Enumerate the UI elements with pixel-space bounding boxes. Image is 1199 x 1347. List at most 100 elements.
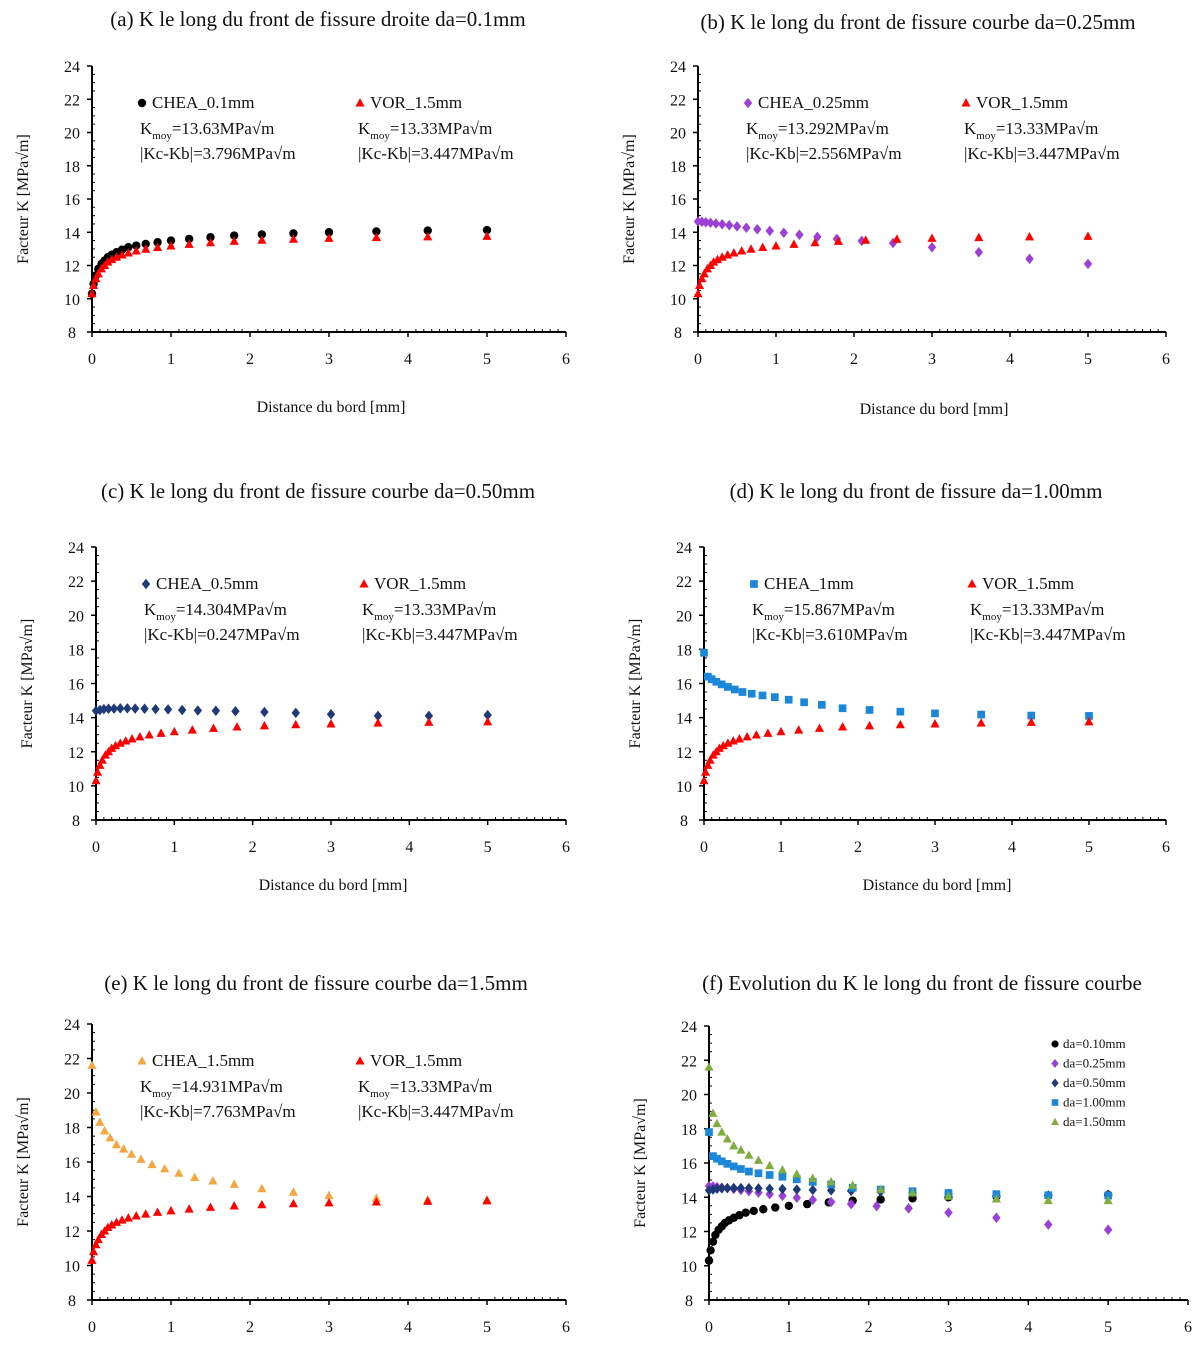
data-point xyxy=(1044,1191,1053,1200)
y-tick-label: 12 xyxy=(681,1225,697,1242)
chart-panel-e: (e) K le long du front de fissure courbe… xyxy=(15,971,570,1336)
legend-marker xyxy=(967,579,977,588)
y-tick-label: 8 xyxy=(68,325,76,342)
data-point xyxy=(725,220,734,231)
data-point xyxy=(260,706,269,718)
data-point xyxy=(708,1237,718,1246)
data-point xyxy=(723,738,733,747)
data-point xyxy=(166,236,176,245)
data-point xyxy=(1044,1219,1053,1230)
data-point xyxy=(151,703,160,715)
data-point xyxy=(99,703,109,715)
y-tick-label: 10 xyxy=(68,779,84,796)
stat-kdiff: |Kc-Kb|=3.447MPa√m xyxy=(964,144,1120,163)
data-point xyxy=(153,238,162,247)
data-point xyxy=(865,706,874,714)
data-point xyxy=(131,246,141,255)
data-point xyxy=(848,1180,858,1189)
data-point xyxy=(174,1168,184,1177)
data-point xyxy=(718,740,728,750)
data-point xyxy=(991,1194,1001,1203)
data-point xyxy=(190,1172,200,1182)
data-point xyxy=(1085,712,1093,720)
data-point xyxy=(326,719,336,728)
x-tick-label: 1 xyxy=(167,351,175,368)
data-point xyxy=(777,1164,787,1174)
legend-marker xyxy=(137,98,147,108)
data-point xyxy=(943,1191,954,1200)
data-point xyxy=(814,723,825,732)
data-point xyxy=(1083,231,1093,240)
data-point xyxy=(795,229,804,240)
data-point xyxy=(130,703,140,714)
chart-title: (e) K le long du front de fissure courbe… xyxy=(104,971,528,995)
y-tick-label: 8 xyxy=(685,1293,693,1310)
y-tick-label: 24 xyxy=(64,1017,80,1034)
data-point xyxy=(708,1184,718,1195)
legend-entry: VOR_1.5mm xyxy=(374,574,466,593)
data-point xyxy=(738,688,747,696)
data-point xyxy=(977,710,986,719)
x-tick-label: 2 xyxy=(850,351,858,368)
data-point xyxy=(95,704,105,716)
data-point xyxy=(838,704,847,713)
x-tick-label: 4 xyxy=(1024,1319,1032,1336)
data-point xyxy=(424,717,434,726)
y-tick-label: 20 xyxy=(64,1086,80,1103)
y-axis-label: Facteur K [MPa√m] xyxy=(19,619,36,749)
y-tick-label: 10 xyxy=(670,292,686,309)
legend-entry: da=0.10mm xyxy=(1063,1036,1126,1051)
data-point xyxy=(746,244,756,253)
chart-panel-c: (c) K le long du front de fissure courbe… xyxy=(19,479,570,894)
series-VOR_1.5mm xyxy=(87,231,492,298)
data-point xyxy=(736,1182,746,1194)
data-point xyxy=(778,1172,787,1181)
data-point xyxy=(974,232,984,242)
data-point xyxy=(105,1132,115,1142)
data-point xyxy=(706,1246,715,1255)
data-point xyxy=(765,1171,774,1179)
data-point xyxy=(712,1183,722,1194)
data-point xyxy=(744,1150,754,1159)
data-point xyxy=(288,234,298,243)
data-point xyxy=(373,718,383,727)
x-tick-label: 2 xyxy=(865,1319,873,1336)
legend-entry: VOR_1.5mm xyxy=(982,574,1074,593)
data-point xyxy=(976,718,986,727)
data-point xyxy=(705,755,715,764)
data-point xyxy=(91,775,101,785)
data-point xyxy=(876,1184,886,1194)
legend-marker xyxy=(1051,1040,1059,1048)
data-point xyxy=(771,1203,780,1212)
y-tick-label: 22 xyxy=(681,1053,697,1070)
data-point xyxy=(908,1188,918,1197)
data-point xyxy=(147,1159,157,1169)
data-point xyxy=(708,1108,718,1117)
data-point xyxy=(482,1195,492,1205)
chart-panel-b: (b) K le long du front de fissure courbe… xyxy=(621,10,1170,418)
data-point xyxy=(927,241,937,253)
legend-entry: CHEA_0.1mm xyxy=(152,93,254,112)
y-tick-label: 16 xyxy=(64,192,80,209)
data-point xyxy=(257,235,267,244)
chart-title: (c) K le long du front de fissure courbe… xyxy=(101,479,535,503)
data-point xyxy=(817,700,826,709)
data-point xyxy=(117,245,127,254)
data-point xyxy=(87,1060,97,1069)
y-tick-label: 18 xyxy=(68,642,84,659)
data-point xyxy=(156,728,166,737)
y-tick-label: 8 xyxy=(680,813,688,830)
data-point xyxy=(232,722,242,731)
data-point xyxy=(100,1126,110,1135)
data-point xyxy=(132,241,141,250)
data-point xyxy=(808,1194,817,1206)
data-point xyxy=(730,685,739,694)
data-point xyxy=(876,1195,885,1204)
data-point xyxy=(126,1149,137,1158)
x-tick-label: 5 xyxy=(1104,1319,1112,1336)
data-point xyxy=(205,1202,216,1211)
legend-marker xyxy=(743,97,753,109)
x-tick-label: 1 xyxy=(170,839,178,856)
data-point xyxy=(792,1184,802,1195)
